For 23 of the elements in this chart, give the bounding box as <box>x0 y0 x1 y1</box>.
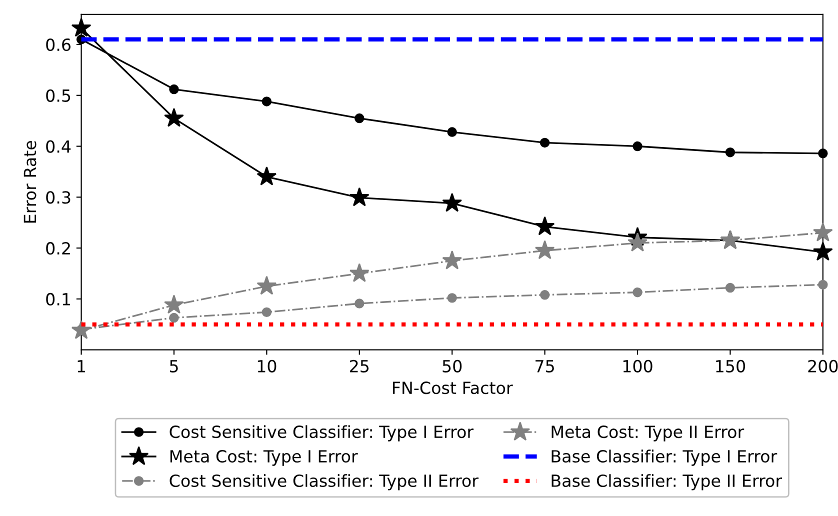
y-tick-label: 0.3 <box>46 191 70 204</box>
x-tick-label: 10 <box>258 360 276 372</box>
legend-label: Cost Sensitive Classifier: Type II Error <box>170 474 478 490</box>
y-tick-label: 0.4 <box>46 140 71 153</box>
y-tick-label: 0.6 <box>46 38 71 52</box>
y-tick-label: 0.5 <box>46 89 70 102</box>
y-tick-label: 0.1 <box>46 292 70 306</box>
legend-label: Meta Cost: Type I Error <box>170 450 358 466</box>
x-tick-label: 50 <box>442 360 462 372</box>
y-axis-title: Error Rate <box>24 140 36 223</box>
legend-label: Meta Cost: Type II Error <box>552 426 744 442</box>
y-tick-label: 0.2 <box>46 242 70 255</box>
x-tick-label: 25 <box>350 360 369 372</box>
x-tick-label: 5 <box>170 360 178 372</box>
x-tick-label: 1 <box>78 360 86 372</box>
x-tick-label: 75 <box>536 360 554 372</box>
x-tick-label: 100 <box>623 360 652 372</box>
x-axis-title: FN-Cost Factor <box>393 382 513 394</box>
x-tick-label: 200 <box>808 360 838 372</box>
x-tick-label: 150 <box>716 360 746 372</box>
legend-label: Base Classifier: Type II Error <box>552 474 782 490</box>
legend-label: Base Classifier: Type I Error <box>552 450 778 466</box>
legend-label: Cost Sensitive Classifier: Type I Error <box>170 425 474 442</box>
